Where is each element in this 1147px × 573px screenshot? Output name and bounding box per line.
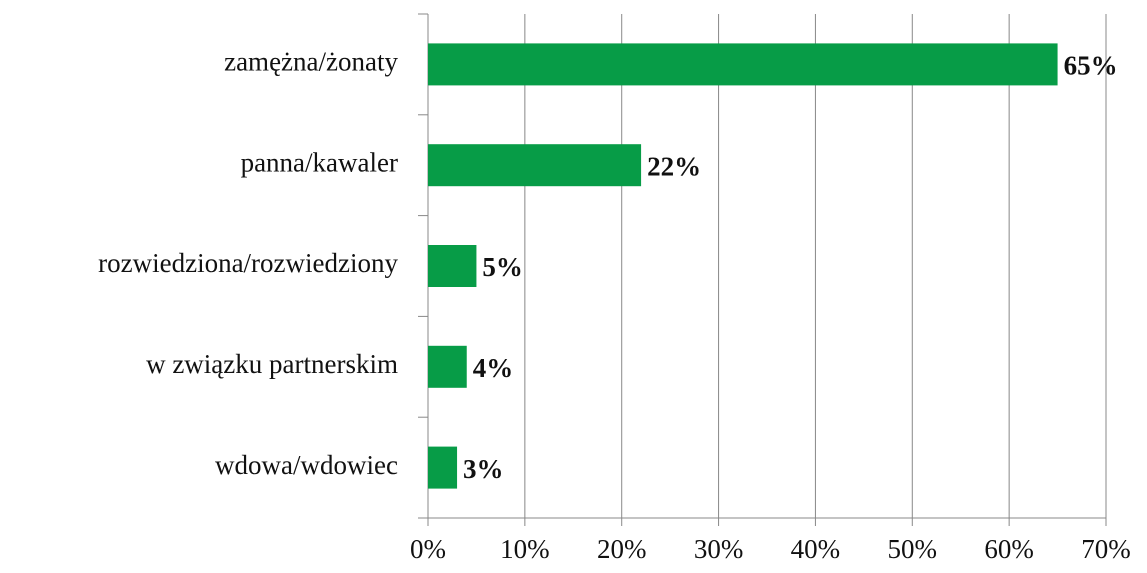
bar bbox=[428, 345, 467, 388]
x-tick-label: 50% bbox=[888, 534, 938, 564]
data-label: 3% bbox=[463, 454, 504, 484]
data-label: 22% bbox=[647, 151, 701, 181]
x-tick-label: 70% bbox=[1081, 534, 1131, 564]
data-label: 5% bbox=[482, 252, 523, 282]
x-tick-label: 40% bbox=[791, 534, 841, 564]
bar bbox=[428, 245, 477, 287]
data-label: 4% bbox=[473, 353, 514, 383]
x-tick-label: 0% bbox=[410, 534, 446, 564]
y-tick-label: wdowa/wdowiec bbox=[215, 450, 398, 480]
y-tick-label: w związku partnerskim bbox=[146, 349, 398, 379]
x-tick-label: 20% bbox=[597, 534, 647, 564]
y-tick-label: zamężna/żonaty bbox=[224, 47, 398, 77]
x-tick-label: 60% bbox=[984, 534, 1034, 564]
y-tick-label: rozwiedziona/rozwiedziony bbox=[98, 248, 398, 278]
y-tick-label: panna/kawaler bbox=[241, 147, 398, 177]
bar bbox=[428, 144, 642, 187]
bar bbox=[428, 43, 1058, 86]
bar bbox=[428, 446, 458, 489]
x-tick-label: 10% bbox=[500, 534, 550, 564]
x-tick-label: 30% bbox=[694, 534, 744, 564]
data-label: 65% bbox=[1064, 51, 1118, 81]
